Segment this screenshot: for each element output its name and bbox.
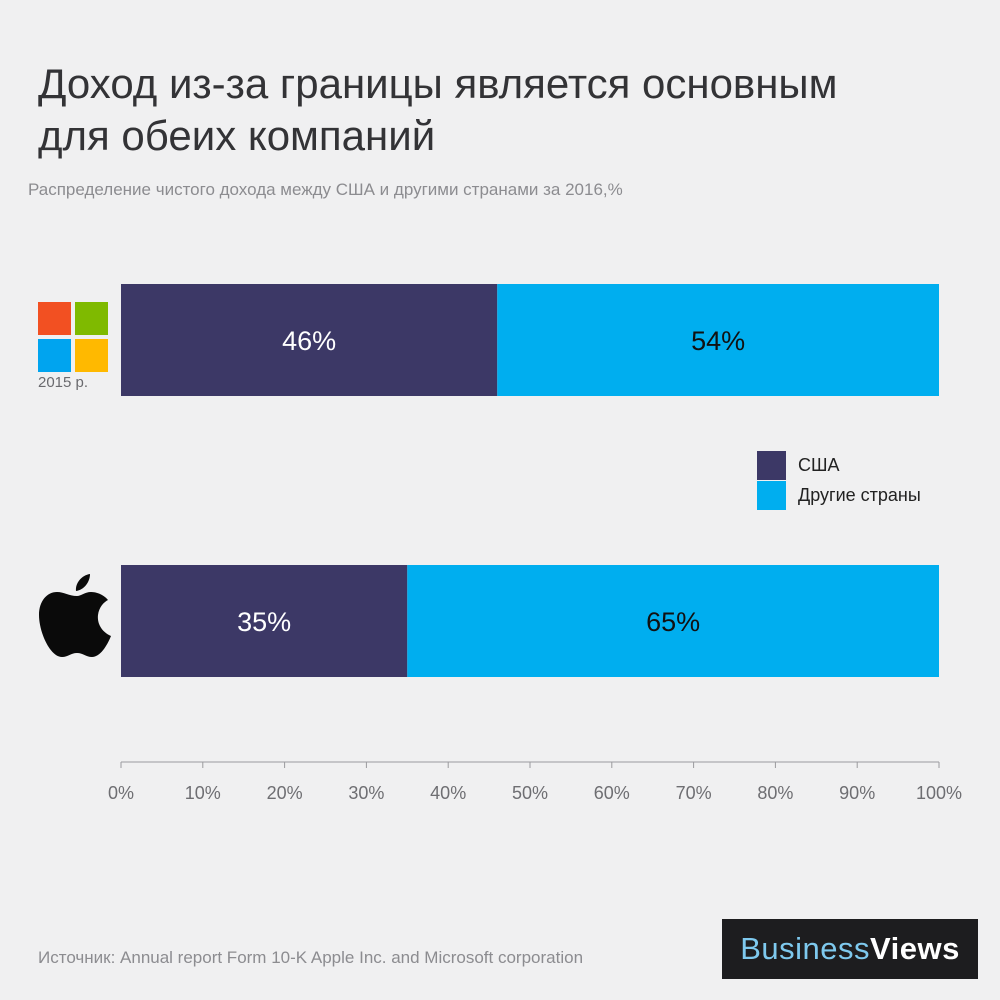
bar-apple-series-1 [407, 565, 939, 677]
ms-square-red [38, 302, 71, 335]
brand-logo-part2: Views [869, 931, 960, 966]
legend-swatch-usa [757, 450, 786, 480]
chart-subtitle: Распределение чистого дохода между США и… [28, 180, 623, 199]
brand-logo: Business Views [722, 919, 978, 979]
bar-apple-series-0 [121, 565, 408, 677]
x-tick-label: 60% [594, 783, 630, 803]
bar-label-apple-series-0: 35% [237, 607, 291, 637]
x-tick-label: 70% [676, 783, 712, 803]
ms-square-yellow [75, 339, 108, 372]
legend-label-usa: США [798, 454, 840, 475]
legend-item-other: Другие страны [757, 480, 921, 510]
bar-label-microsoft-series-1: 54% [691, 326, 745, 356]
microsoft-logo-icon [38, 302, 108, 372]
source-note: Источник: Annual report Form 10-K Apple … [38, 948, 584, 967]
x-tick-label: 20% [267, 783, 303, 803]
legend-label-other: Другие страны [798, 484, 921, 505]
x-tick-label: 40% [430, 783, 466, 803]
title-line-1: Доход из-за границы является основным [38, 60, 838, 107]
x-tick-label: 30% [348, 783, 384, 803]
bar-label-microsoft-series-0: 46% [282, 326, 336, 356]
ms-square-green [75, 302, 108, 335]
bar-microsoft-series-1 [497, 284, 939, 396]
bar-microsoft-series-0 [121, 284, 498, 396]
brand-logo-part1: Business [740, 931, 870, 966]
x-tick-label: 90% [839, 783, 875, 803]
x-tick-label: 10% [185, 783, 221, 803]
chart-legend: США Другие страны [757, 450, 921, 510]
chart-title: Доход из-за границы является основным дл… [38, 58, 938, 162]
x-tick-label: 50% [512, 783, 548, 803]
x-tick-label: 80% [757, 783, 793, 803]
title-line-2: для обеих компаний [38, 112, 436, 159]
ms-square-blue [38, 339, 71, 372]
x-tick-label: 0% [108, 783, 134, 803]
legend-swatch-other [757, 480, 786, 510]
microsoft-year-note: 2015 р. [38, 374, 89, 391]
bar-label-apple-series-1: 65% [646, 607, 700, 637]
legend-item-usa: США [757, 450, 921, 480]
apple-logo-icon [39, 574, 111, 657]
x-tick-label: 100% [916, 783, 962, 803]
